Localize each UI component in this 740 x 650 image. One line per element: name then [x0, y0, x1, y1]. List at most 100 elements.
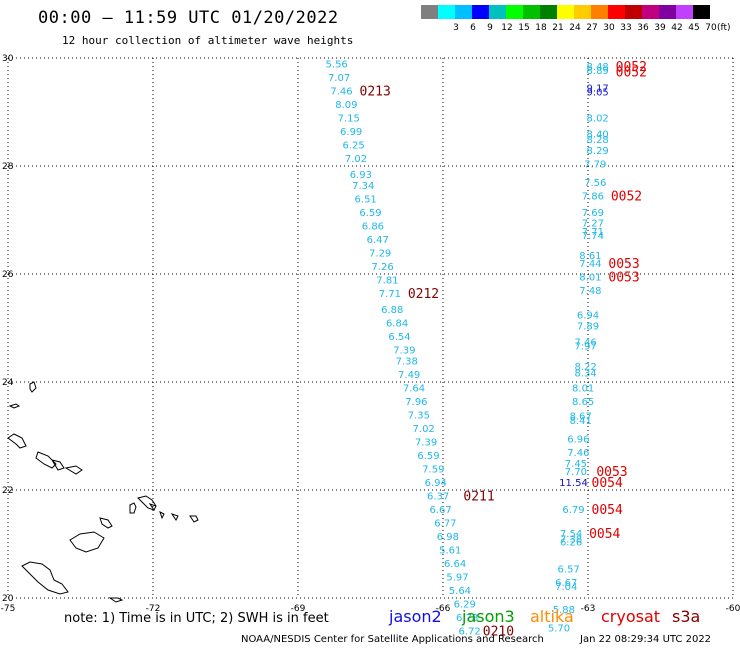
legend-swatch: [540, 5, 557, 19]
legend-label: 33: [620, 23, 632, 33]
wave-height-value: 7.39: [415, 437, 437, 448]
lat-tick-label: 26: [2, 270, 14, 280]
wave-height-value: 8.48: [587, 62, 609, 73]
pass-time-label: 0052: [611, 190, 642, 205]
wave-height-value: 7.38: [396, 356, 418, 367]
wave-height-value: 6.51: [355, 194, 377, 205]
wave-height-value: 7.45: [565, 459, 587, 470]
wave-height-value: 7.71: [582, 227, 604, 238]
wave-height-value: 7.35: [408, 410, 430, 421]
pass-time-label: 0052: [616, 66, 647, 81]
wave-height-value: 7.74: [582, 231, 604, 242]
wave-height-value: 6.77: [434, 518, 456, 529]
wave-height-value: 8.61: [579, 251, 601, 262]
legend-swatch: [557, 5, 574, 19]
wave-height-value: 7.26: [371, 262, 393, 273]
pass-time-label: 0211: [463, 489, 494, 504]
pass-time-label: 0210: [483, 624, 514, 639]
wave-height-value: 7.49: [398, 370, 420, 381]
legend-label: 24: [569, 23, 581, 33]
wave-height-value: 9.17: [587, 84, 609, 95]
wave-height-value: 6.37: [427, 491, 449, 502]
wave-height-value: 7.15: [338, 113, 360, 124]
wave-height-value: 7.54: [560, 529, 582, 540]
wave-height-value: 6.59: [359, 208, 381, 219]
wave-height-value: 7.46: [567, 448, 589, 459]
wave-height-values: 5.56 7.07 7.46 8.09 7.15 6.99 6.25 7.02 6.937.34…: [326, 59, 609, 637]
wave-height-value: 7.48: [579, 286, 601, 297]
pass-time-label: 0054: [592, 503, 623, 518]
wave-height-value: 6.67: [429, 505, 451, 516]
note-text: note: 1) Time is in UTC; 2) SWH is in fe…: [64, 611, 329, 626]
legend-swatch: [438, 5, 455, 19]
wave-height-value: 7.29: [369, 248, 391, 259]
legend-unit: (ft): [717, 23, 731, 33]
wave-height-value: 7.86: [582, 192, 604, 203]
pass-time-labels: 0213021202110210005200520052005300530053…: [360, 60, 647, 639]
wave-height-value: 6.84: [386, 319, 408, 330]
wave-height-value: 6.93: [350, 170, 372, 181]
lat-tick-label: 30: [2, 54, 14, 64]
legend-label: 39: [654, 23, 666, 33]
lat-tick-label: 28: [2, 162, 14, 172]
wave-height-value: 8.89: [587, 66, 609, 77]
page-subtitle: 12 hour collection of altimeter wave hei…: [62, 34, 354, 47]
wave-height-value: 8.22: [574, 362, 596, 373]
wave-height-value: 6.98: [437, 532, 459, 543]
wave-height-value: 8.34: [574, 368, 596, 379]
wave-height-value: 7.46: [574, 338, 596, 349]
legend-label: 6: [470, 23, 476, 33]
wave-height-value: 7.07: [328, 73, 350, 84]
wave-height-value: 7.39: [393, 346, 415, 357]
wave-height-value: 6.86: [362, 221, 384, 232]
legend-label: 12: [501, 23, 513, 33]
legend-swatch: [523, 5, 540, 19]
wave-height-value: 6.26: [560, 537, 582, 548]
wave-height-value: 8.67: [570, 411, 592, 422]
wave-height-value: 6.25: [342, 140, 364, 151]
axis-labels: -75 -72 -69 -66 -63 -60 30 28 26 24 22 20: [1, 54, 740, 614]
legend-swatch: [591, 5, 608, 19]
wave-height-value: 5.61: [439, 545, 461, 556]
legend-label: 42: [671, 23, 683, 33]
pass-time-label: 0053: [596, 465, 627, 480]
legend-label: 70: [705, 23, 717, 33]
wave-height-value: 7.96: [405, 397, 427, 408]
legend-swatch: [455, 5, 472, 19]
wave-height-value: 8.09: [335, 100, 357, 111]
lat-tick-label: 20: [2, 594, 14, 604]
legend-swatch: [693, 5, 710, 19]
satellite-jason2: jason2: [389, 607, 442, 626]
wave-height-value: 5.88: [553, 605, 575, 616]
wave-height-value: 6.29: [454, 599, 476, 610]
pass-time-label: 0054: [589, 527, 620, 542]
pass-time-label: 0053: [608, 271, 639, 286]
wave-height-value: 7.38: [560, 535, 582, 546]
wave-height-value: 6.94: [577, 311, 599, 322]
legend-label: 45: [688, 23, 700, 33]
satellite-cryosat: cryosat: [601, 607, 661, 626]
wave-height-value: 6.59: [417, 451, 439, 462]
wave-height-value: 6.72: [458, 626, 480, 637]
wave-height-value: 5.97: [446, 572, 468, 583]
lon-tick-label: -60: [726, 604, 740, 614]
wave-height-value: 6.79: [562, 505, 584, 516]
wave-height-value: 5.70: [548, 624, 570, 635]
wave-height-value: 6.54: [388, 332, 410, 343]
wave-height-value: 8.41: [570, 416, 592, 427]
wave-height-value: 7.59: [422, 464, 444, 475]
wave-height-value: 7.71: [379, 289, 401, 300]
wave-height-value: 8.40: [587, 130, 609, 141]
lon-tick-label: -72: [146, 604, 161, 614]
wave-height-value: 7.79: [584, 159, 606, 170]
wave-height-value: 7.97: [574, 341, 596, 352]
legend-swatch: [642, 5, 659, 19]
wave-height-value: 8.29: [587, 146, 609, 157]
lon-tick-label: -69: [291, 604, 306, 614]
legend-label: 30: [603, 23, 615, 33]
legend-label: 18: [535, 23, 547, 33]
coastline-islands: [7, 381, 199, 603]
lon-tick-label: -75: [1, 604, 16, 614]
pass-time-label: 0213: [360, 84, 391, 99]
wave-height-value: 7.64: [403, 383, 425, 394]
